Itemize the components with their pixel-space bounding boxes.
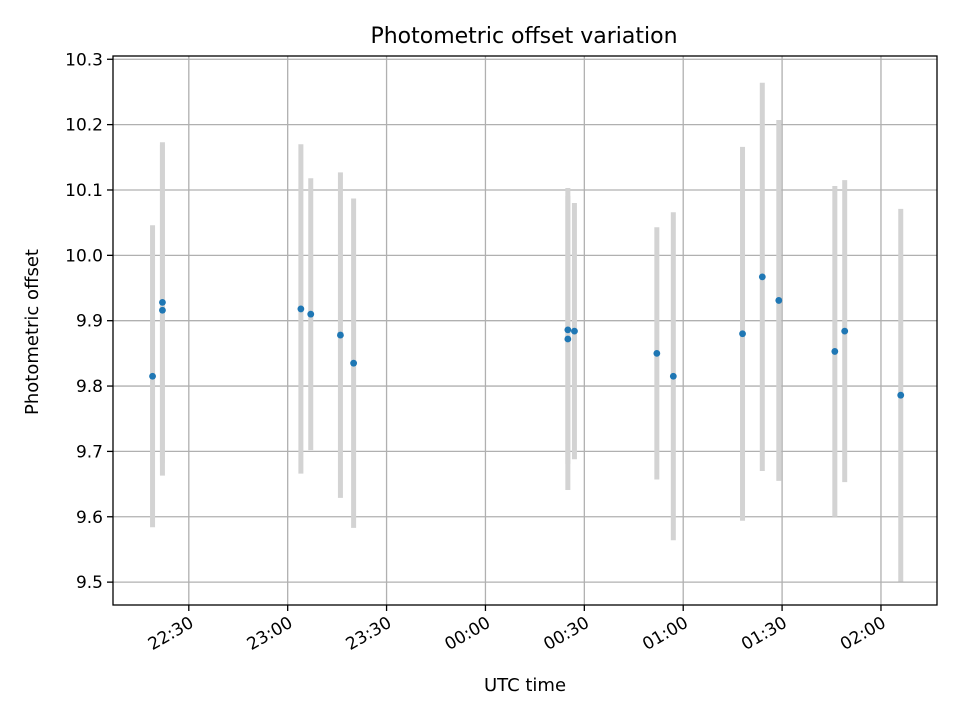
y-tick-label: 9.6 — [76, 508, 103, 528]
data-point — [739, 330, 746, 338]
y-tick-label: 9.8 — [76, 377, 103, 397]
data-point — [669, 372, 677, 380]
y-tick-label: 10.2 — [65, 116, 103, 136]
y-tick-label: 9.9 — [76, 312, 103, 332]
data-point — [297, 305, 305, 313]
data-point — [758, 273, 766, 281]
data-point — [159, 306, 166, 314]
chart-title: Photometric offset variation — [370, 24, 677, 49]
plot-area-frame — [112, 55, 938, 606]
y-tick-label: 10.3 — [65, 50, 103, 70]
data-point — [307, 310, 315, 318]
data-point — [831, 348, 839, 355]
data-point — [149, 372, 156, 380]
data-point — [564, 335, 572, 343]
y-axis-label: Photometric offset — [22, 249, 43, 415]
data-point — [653, 349, 661, 357]
x-axis-label: UTC time — [484, 675, 566, 696]
data-points — [149, 273, 905, 399]
y-tick-label: 9.7 — [76, 442, 103, 462]
data-point — [897, 391, 905, 399]
data-point — [841, 327, 849, 335]
data-point — [159, 298, 166, 306]
data-point — [775, 297, 783, 304]
y-tick-label: 10.0 — [65, 246, 103, 266]
data-point — [571, 327, 578, 335]
y-tick-label: 9.5 — [76, 573, 103, 593]
y-tick-label: 10.1 — [65, 181, 103, 201]
data-point — [350, 359, 358, 367]
grid — [113, 56, 937, 605]
data-point — [337, 331, 344, 339]
data-point — [564, 326, 572, 334]
